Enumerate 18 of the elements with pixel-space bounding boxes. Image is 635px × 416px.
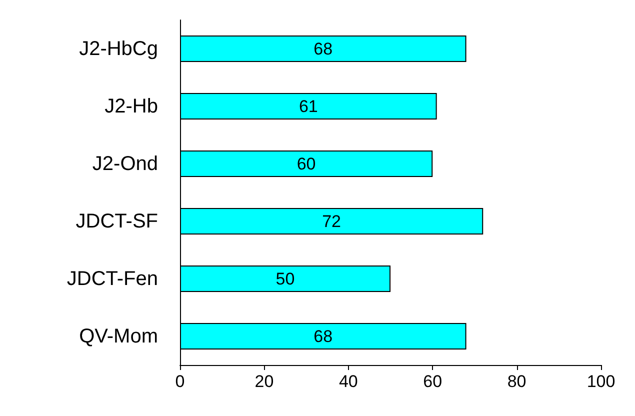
y-tick-label: J2-Ond: [92, 152, 158, 175]
data-label: 50: [276, 269, 295, 288]
y-tick-label: JDCT-SF: [76, 210, 158, 232]
x-tick-label: 40: [338, 372, 358, 391]
x-tick-label: 0: [175, 372, 185, 391]
x-tick-label: 20: [254, 372, 274, 391]
y-tick-label: J2-HbCg: [79, 38, 158, 60]
y-tick-label: JDCT-Fen: [66, 268, 158, 290]
x-tick-label: 100: [586, 372, 616, 391]
data-label: 61: [298, 96, 318, 116]
data-label: 68: [314, 39, 333, 58]
data-label: 72: [322, 212, 342, 231]
y-tick-label: J2-Hb: [104, 95, 158, 118]
data-label: 60: [296, 154, 316, 174]
data-label: 68: [314, 326, 333, 346]
y-tick-label: QV-Mom: [79, 325, 158, 348]
x-tick-label: 80: [507, 372, 526, 391]
x-tick-label: 60: [423, 372, 442, 391]
